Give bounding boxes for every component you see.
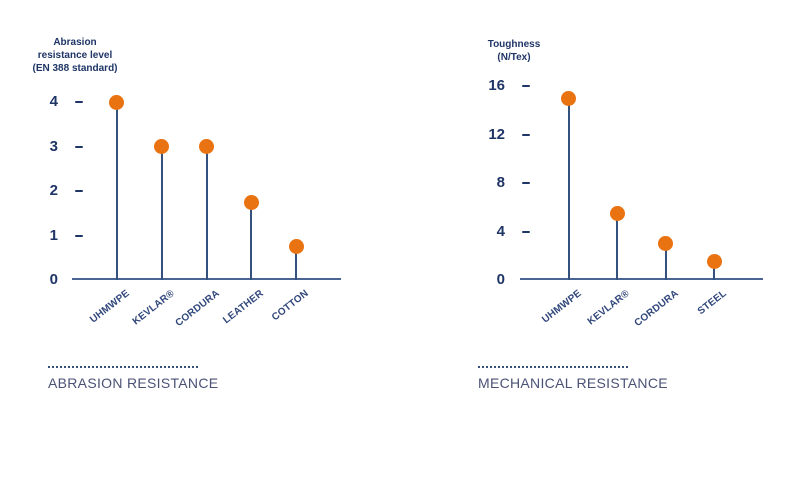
y-axis-tick-mark [522,133,530,136]
chart-title-line: resistance level [37,50,113,61]
x-axis-category-label: UHMWPE [87,288,132,326]
y-axis-tick-mark [522,182,530,184]
lollipop-stem [115,102,118,280]
lollipop-dot [199,139,214,154]
chart-caption: ABRASION RESISTANCE [48,375,219,391]
x-axis-line [72,278,341,280]
x-axis-category-label: LEATHER [221,288,267,327]
y-axis-tick-mark [522,85,530,87]
y-axis-tick-label: 12 [488,125,505,143]
lollipop-stem [616,213,619,280]
x-axis-category-label: KEVLAR® [585,288,632,328]
lollipop-dot [243,194,259,210]
y-axis-tick-label: 8 [496,174,505,192]
lollipop-stem [567,98,570,280]
x-axis-line [520,278,763,280]
x-axis-category-label: KEVLAR® [130,288,177,328]
lollipop-dot [288,239,304,255]
lollipop-stem [250,202,253,280]
chart-title: Abrasion resistance level (EN 388 standard… [32,36,117,75]
x-axis-category-label: STEEL [696,288,730,318]
lollipop-stem [713,261,716,280]
lollipop-dot [658,236,674,252]
chart-title-line: Toughness [487,39,541,50]
lollipop-stem [205,146,208,280]
y-axis-tick-label: 0 [49,271,58,289]
caption-divider [48,366,198,368]
x-axis-category-label: COTTON [270,288,311,324]
lollipop-dot [706,254,722,270]
chart-caption: MECHANICAL RESISTANCE [478,375,668,391]
y-axis-tick-mark [75,145,83,148]
lollipop-stem [295,246,298,280]
y-axis-tick-label: 4 [49,93,58,111]
y-axis-tick-label: 4 [496,222,505,240]
lollipop-dot [561,90,577,106]
y-axis-tick-label: 0 [496,271,505,289]
x-axis-category-label: CORDURA [632,288,681,329]
lollipop-dot [109,94,125,110]
y-axis-tick-label: 16 [488,77,505,95]
chart-title: Toughness (N/Tex) [488,38,541,64]
y-axis-tick-mark [75,234,83,237]
y-axis-tick-mark [75,101,83,103]
y-axis-tick-mark [522,230,530,233]
y-axis-tick-label: 1 [49,226,58,244]
lollipop-dot [609,205,625,221]
lollipop-stem [160,146,163,280]
x-axis-category-label: UHMWPE [539,288,584,326]
y-axis-tick-label: 2 [49,182,58,200]
caption-divider [478,366,628,368]
y-axis-tick-label: 3 [49,137,58,155]
chart-title-line: (N/Tex) [497,52,531,63]
y-axis-tick-mark [75,190,83,192]
chart-title-line: Abrasion [53,37,97,48]
lollipop-stem [664,243,667,280]
lollipop-dot [154,139,170,154]
x-axis-category-label: CORDURA [173,288,222,329]
chart-title-line: (EN 388 standard) [32,63,118,74]
